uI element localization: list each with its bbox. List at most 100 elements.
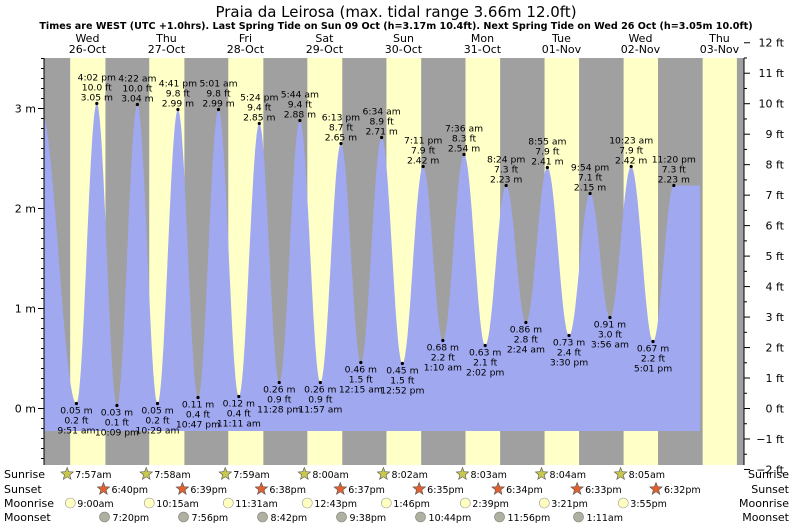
tide-time: 6:34 am <box>363 107 401 118</box>
tide-height-m: 0.63 m <box>469 348 501 359</box>
sunrise-icon <box>60 466 75 480</box>
tide-height-ft: 8.3 ft <box>452 134 477 145</box>
sunrise-time: 7:57am <box>75 470 111 481</box>
tide-height-ft: 3.0 ft <box>598 330 623 341</box>
astro-row-label-right: Sunset <box>751 483 789 496</box>
tide-height-ft: 7.3 ft <box>662 165 687 176</box>
right-axis-label: 0 ft <box>766 403 785 416</box>
tide-point <box>441 338 445 343</box>
tide-height-ft: 2.8 ft <box>514 335 539 346</box>
right-axis-label: 5 ft <box>766 250 785 263</box>
moonrise-icon <box>143 497 155 509</box>
right-axis-label: 7 ft <box>766 189 785 202</box>
right-axis-label: 6 ft <box>766 220 785 233</box>
tide-time: 12:52 pm <box>380 386 424 397</box>
moonrise-icon <box>618 497 629 509</box>
tide-point <box>359 360 363 365</box>
tide-height-m: 2.88 m <box>284 110 316 121</box>
tide-height-ft: 8.9 ft <box>370 117 395 128</box>
sunrise-icon <box>218 466 233 480</box>
moonrise-time: 10:15am <box>156 499 198 510</box>
astro-row-label-right: Moonrise <box>739 497 789 510</box>
astro-row-label-right: Moonset <box>742 511 789 524</box>
sunrise-icon <box>297 466 312 480</box>
tide-height-ft: 9.8 ft <box>166 89 191 100</box>
sunrise-icon <box>139 466 154 480</box>
chart-title: Praia da Leirosa (max. tidal range 3.66m… <box>215 3 576 21</box>
astro-row-label-left: Sunrise <box>4 468 45 481</box>
right-axis-label: 12 ft <box>759 37 785 50</box>
sunset-time: 6:32pm <box>664 485 701 496</box>
sunrise-icon <box>455 466 470 480</box>
sunset-icon <box>175 481 190 495</box>
right-axis-label: 9 ft <box>766 128 785 141</box>
tide-height-m: 2.85 m <box>243 113 275 124</box>
tide-time: 5:44 am <box>281 90 319 101</box>
tide-time: 1:10 am <box>424 363 462 374</box>
sunrise-icon <box>376 466 391 480</box>
sunset-time: 6:33pm <box>585 485 622 496</box>
tide-time: 7:36 am <box>445 124 483 135</box>
day-name: Tue <box>551 32 571 45</box>
day-name: Thu <box>708 32 730 45</box>
tide-time: 5:01 am <box>199 79 237 90</box>
right-axis-label: −1 ft <box>756 433 784 446</box>
tide-point <box>74 401 79 406</box>
tide-point <box>339 141 343 146</box>
moonset-time: 7:56pm <box>192 513 229 524</box>
tide-height-m: 2.42 m <box>615 156 647 167</box>
tide-height-m: 0.86 m <box>510 325 542 336</box>
sunset-time: 6:37pm <box>348 485 385 496</box>
tide-point <box>196 395 200 400</box>
tide-height-ft: 1.5 ft <box>390 376 415 387</box>
tide-time: 2:02 pm <box>466 368 504 379</box>
tide-point <box>115 403 119 408</box>
axes: 0 m 1 m 2 m 3 m −2 ft −1 ft 0 ft 1 ft 2 ft 3 ft 4 … <box>15 37 785 477</box>
day-name: Wed <box>628 32 652 45</box>
tide-point <box>95 101 99 106</box>
sunrise-time: 8:04am <box>550 470 586 481</box>
moonrise-time: 3:21pm <box>551 499 588 510</box>
tide-point <box>400 361 404 366</box>
tide-point <box>277 380 281 385</box>
tide-height-m: 0.11 m <box>182 400 214 411</box>
right-axis-label: 1 ft <box>766 372 785 385</box>
tide-height-m: 2.65 m <box>325 133 357 144</box>
daylight-band <box>702 58 737 465</box>
day-date: 29-Oct <box>306 43 344 56</box>
right-axis-label: 8 ft <box>766 159 785 172</box>
astro-row-label-left: Moonset <box>4 511 51 524</box>
tide-time: 3:30 pm <box>550 358 588 369</box>
day-date: 26-Oct <box>69 43 107 56</box>
day-date: 27-Oct <box>148 43 186 56</box>
moonrise-time: 12:43pm <box>314 499 357 510</box>
tide-point <box>524 320 528 325</box>
tide-point <box>135 102 139 107</box>
tide-height-ft: 2.1 ft <box>473 358 498 369</box>
tide-time: 5:01 pm <box>634 364 672 375</box>
tide-height-ft: 0.4 ft <box>227 409 252 420</box>
tide-height-ft: 0.9 ft <box>267 395 292 406</box>
moonset-time: 10:44pm <box>429 513 472 524</box>
astro-row-label-right: Sunrise <box>748 468 789 481</box>
moonset-time: 7:20pm <box>113 513 150 524</box>
tide-height-m: 0.46 m <box>345 365 377 376</box>
day-date: 03-Nov <box>700 43 740 56</box>
sunset-time: 6:40pm <box>111 485 148 496</box>
tide-point <box>298 118 302 123</box>
tide-height-m: 2.54 m <box>448 144 480 155</box>
moonset-icon <box>573 511 584 523</box>
tide-height-m: 3.05 m <box>81 93 113 104</box>
tide-height-m: 3.04 m <box>121 94 153 105</box>
day-name: Fri <box>239 32 252 45</box>
tide-point <box>567 333 571 338</box>
tide-time: 7:11 pm <box>404 136 442 147</box>
moonset-time: 1:11am <box>587 513 623 524</box>
tide-time: 4:22 am <box>118 74 156 85</box>
sunrise-time: 7:59am <box>233 470 269 481</box>
sunrise-time: 8:05am <box>629 470 665 481</box>
tide-height-ft: 7.9 ft <box>411 146 436 157</box>
tide-time: 4:02 pm <box>78 73 116 84</box>
tide-point <box>216 107 221 112</box>
